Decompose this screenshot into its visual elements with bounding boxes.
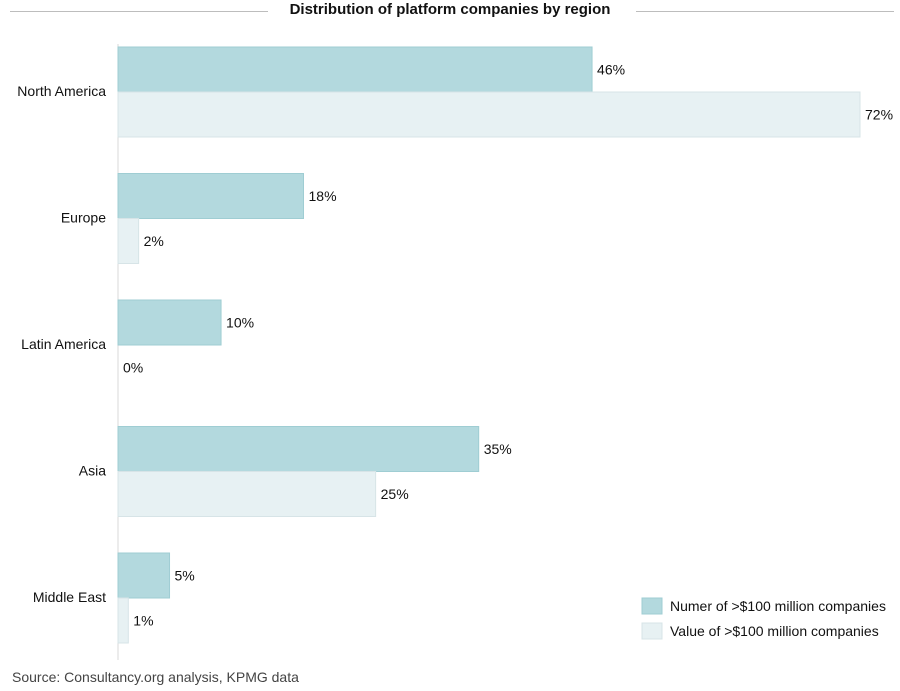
legend-swatch-series-2 [641,622,663,640]
value-label-latin-america-series-2: 0% [123,360,143,376]
value-label-europe-series-2: 2% [144,233,164,249]
bar-north-america-series-2 [117,91,861,138]
value-label-asia-series-2: 25% [381,486,409,502]
bar-asia-series-2 [117,471,377,517]
legend-label-series-1: Numer of >$100 million companies [670,598,886,614]
bar-asia-series-1 [117,426,480,472]
category-label-middle-east: Middle East [33,589,106,605]
bar-north-america-series-1 [117,46,593,93]
chart-title: Distribution of platform companies by re… [289,1,611,18]
value-label-asia-series-1: 35% [484,441,512,457]
bar-middle-east-series-2 [117,597,129,644]
value-label-europe-series-1: 18% [309,188,337,204]
legend-label-series-2: Value of >$100 million companies [670,623,879,639]
category-label-europe: Europe [61,210,106,226]
value-label-north-america-series-2: 72% [865,107,893,123]
category-label-north-america: North America [17,83,106,99]
source-note: Source: Consultancy.org analysis, KPMG d… [12,669,299,685]
value-label-middle-east-series-2: 1% [133,613,153,629]
bar-middle-east-series-1 [117,552,171,599]
legend-swatch-series-1 [641,597,663,615]
bar-europe-series-1 [117,173,304,219]
bar-latin-america-series-1 [117,299,222,346]
value-label-latin-america-series-1: 10% [226,315,254,331]
bar-europe-series-2 [117,218,140,264]
title-rule-right [636,11,894,12]
title-rule-left [10,11,268,12]
value-label-north-america-series-1: 46% [597,62,625,78]
category-label-asia: Asia [79,463,106,479]
value-label-middle-east-series-1: 5% [175,568,195,584]
category-label-latin-america: Latin America [21,336,106,352]
